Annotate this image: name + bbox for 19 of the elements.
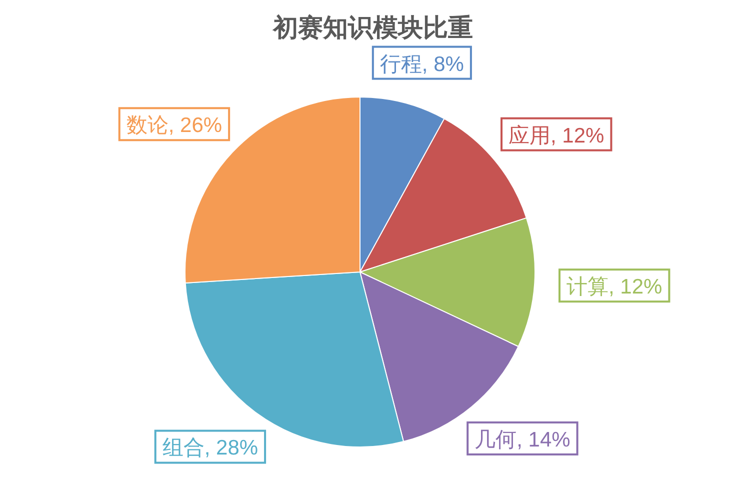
label: 几何, 14% — [466, 421, 578, 456]
label: 行程, 8% — [372, 46, 472, 80]
data-label: , 26% — [168, 114, 222, 137]
label: 组合, 28% — [154, 430, 266, 464]
slice-label: 数论 — [126, 114, 168, 137]
data-label: , 12% — [608, 275, 662, 298]
label: 数论, 26% — [118, 107, 230, 142]
data-label: , 12% — [550, 124, 604, 147]
data-label: , 14% — [516, 428, 570, 451]
label: 应用, 12% — [500, 117, 612, 152]
slice-label: 几何 — [474, 428, 517, 451]
slice-label: 组合 — [162, 436, 204, 460]
chart-title: 初赛知识模块比重 — [272, 13, 473, 42]
slice-label: 行程 — [380, 52, 422, 76]
data-label: , 8% — [422, 52, 464, 76]
slice-label: 应用 — [508, 124, 551, 147]
data-label: , 28% — [204, 436, 258, 460]
label: 计算, 12% — [558, 268, 670, 303]
slice-label: 计算 — [566, 275, 608, 298]
